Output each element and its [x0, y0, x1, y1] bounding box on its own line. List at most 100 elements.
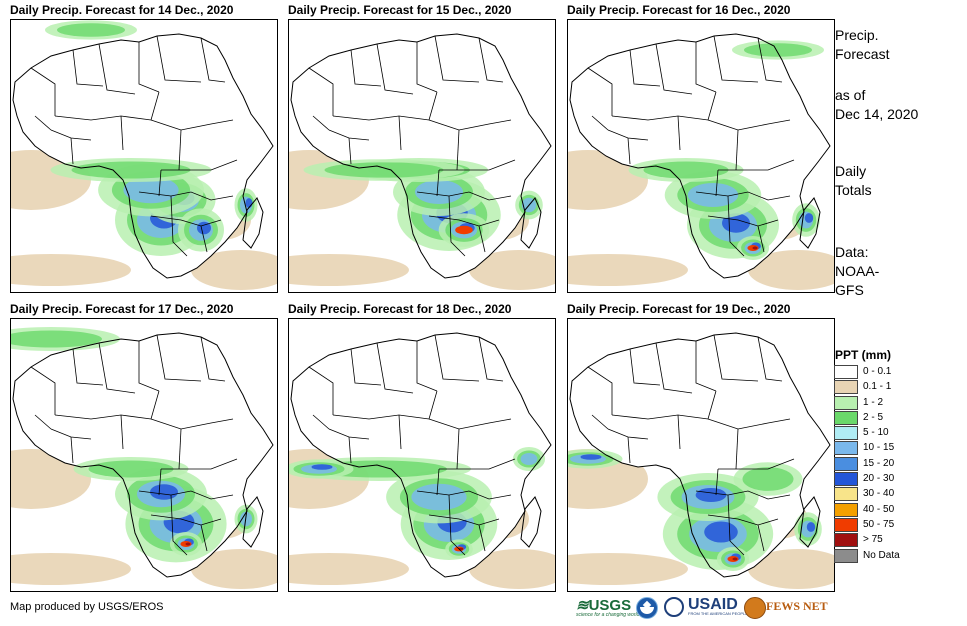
- country-border: [178, 428, 182, 470]
- panel-title: Daily Precip. Forecast for 16 Dec., 2020: [567, 3, 791, 17]
- country-border: [727, 494, 745, 556]
- country-border: [428, 514, 500, 526]
- country-border: [200, 37, 226, 83]
- country-border: [448, 494, 466, 556]
- dry-precip-area: [191, 250, 277, 290]
- country-border: [713, 334, 759, 382]
- precip-area: [415, 180, 463, 204]
- country-border: [434, 35, 480, 83]
- country-border: [138, 490, 234, 500]
- country-border: [156, 334, 202, 382]
- country-border: [655, 43, 693, 95]
- country-border: [98, 342, 136, 394]
- country-border: [655, 342, 693, 394]
- country-border: [178, 129, 182, 171]
- precip-area: [744, 43, 812, 57]
- madagascar: [799, 197, 821, 249]
- precip-map-svg: [568, 33, 834, 290]
- precip-area: [11, 330, 102, 348]
- usgs-logo: ≋USGS science for a changing world: [576, 597, 640, 618]
- legend-swatch: [834, 517, 858, 532]
- legend-swatch: [834, 395, 858, 410]
- precip-area: [806, 522, 816, 532]
- country-border: [158, 169, 162, 197]
- dry-precip-area: [568, 553, 688, 585]
- country-border: [428, 215, 500, 227]
- legend-label: 40 - 50: [863, 503, 895, 515]
- data-line1: Data:: [835, 244, 869, 260]
- country-border: [416, 42, 438, 93]
- country-border: [72, 49, 104, 87]
- noaa-logo: [636, 597, 658, 619]
- data-line3: GFS: [835, 282, 864, 298]
- precip-area: [197, 221, 211, 235]
- country-border: [478, 336, 504, 382]
- legend-swatch: [834, 365, 858, 379]
- country-border: [428, 119, 512, 131]
- precip-area: [742, 467, 794, 491]
- country-border: [478, 37, 504, 83]
- precip-area: [150, 484, 178, 500]
- country-border: [436, 169, 440, 197]
- forecast-map: [567, 19, 835, 293]
- country-border: [436, 468, 440, 496]
- precip-area: [687, 183, 739, 207]
- country-border: [150, 418, 234, 430]
- as-of-date: Dec 14, 2020: [835, 106, 919, 122]
- country-border: [34, 115, 52, 131]
- country-border: [757, 524, 765, 552]
- country-border: [587, 67, 613, 116]
- legend-label: 0.1 - 1: [863, 381, 892, 393]
- country-border: [757, 37, 783, 83]
- legend-swatch: [834, 380, 858, 395]
- country-border: [150, 390, 160, 420]
- dry-precip-area: [289, 553, 409, 585]
- legend-swatch: [834, 441, 858, 456]
- country-border: [735, 428, 739, 470]
- country-border: [478, 524, 486, 552]
- forecast-map: [10, 318, 278, 592]
- country-border: [158, 468, 162, 496]
- country-border: [718, 159, 795, 171]
- legend-swatch: [834, 410, 858, 425]
- country-border: [715, 169, 719, 197]
- panel-title: Daily Precip. Forecast for 18 Dec., 2020: [288, 302, 512, 316]
- country-border: [629, 49, 661, 87]
- legend-swatch: [834, 472, 858, 487]
- country-border: [348, 436, 352, 464]
- madagascar: [520, 496, 542, 548]
- legend-swatch: [834, 502, 858, 517]
- country-border: [332, 115, 430, 121]
- legend-label: > 75: [863, 534, 883, 546]
- country-border: [34, 414, 52, 430]
- country-border: [695, 341, 717, 392]
- precip-area: [804, 213, 814, 223]
- country-border: [312, 414, 330, 430]
- forecast-panel-19-dec: Daily Precip. Forecast for 19 Dec., 2020: [567, 301, 837, 592]
- country-border: [150, 91, 160, 121]
- forecast-map: [288, 19, 556, 293]
- country-border: [150, 514, 222, 526]
- country-border: [591, 414, 609, 430]
- country-border: [713, 35, 759, 83]
- precip-map-svg: [11, 20, 277, 290]
- dry-precip-area: [11, 553, 131, 585]
- legend-swatch: [834, 548, 858, 563]
- country-border: [448, 195, 466, 257]
- legend-title: PPT (mm): [835, 348, 892, 362]
- country-border: [478, 225, 486, 253]
- country-border: [200, 225, 208, 253]
- country-border: [120, 115, 124, 151]
- country-border: [138, 42, 160, 93]
- madagascar: [520, 197, 542, 249]
- legend-label: 0 - 0.1: [863, 366, 892, 377]
- precip-area: [520, 453, 538, 465]
- country-border: [757, 225, 765, 253]
- logo-strip: ≋USGS science for a changing world USAID…: [576, 596, 828, 620]
- forecast-panel-14-dec: Daily Precip. Forecast for 14 Dec., 2020: [10, 2, 280, 293]
- precip-area: [324, 162, 444, 178]
- dry-precip-area: [469, 549, 555, 589]
- country-border: [707, 390, 717, 420]
- country-border: [376, 342, 414, 394]
- forecast-map: [567, 318, 835, 592]
